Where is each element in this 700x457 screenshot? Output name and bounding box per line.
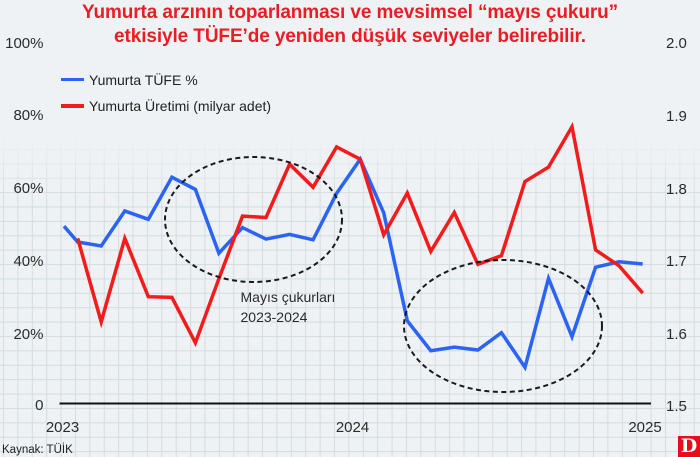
may-dip-2024-ellipse (403, 259, 603, 393)
production-line (76, 121, 645, 348)
legend-swatch-red (61, 104, 84, 108)
legend-label-tufe: Yumurta TÜFE % (89, 71, 198, 88)
chart-title-line-2: etkisiyle TÜFE’de yeniden düşük seviyele… (114, 26, 586, 47)
left-axis-tick-80: 80% (13, 107, 44, 124)
annotation-line-1: Mayıs çukurları (240, 289, 336, 305)
legend-item-tufe: Yumurta TÜFE % (61, 71, 198, 89)
left-axis-tick-0: 0 (35, 397, 44, 414)
x-axis-tick-2024: 2024 (335, 419, 370, 436)
tufe-line (62, 155, 643, 372)
brand-logo-d: D (678, 436, 700, 457)
annotation-line-2: 2023-2024 (240, 308, 308, 325)
chart-title-line-1: Yumurta arzının toparlanması ve mevsimse… (81, 2, 619, 23)
may-dip-2023-ellipse (164, 156, 343, 283)
legend-swatch-blue (61, 77, 84, 82)
left-axis-tick-60: 60% (13, 180, 44, 197)
right-axis-tick-1-8: 1.8 (666, 180, 687, 198)
right-axis-tick-1-7: 1.7 (666, 253, 687, 270)
right-axis-tick-1-6: 1.6 (666, 325, 687, 343)
left-axis-tick-20: 20% (13, 325, 44, 343)
right-axis-tick-1-9: 1.9 (666, 108, 687, 125)
chart-title: Yumurta arzının toparlanması ve mevsimse… (0, 1, 700, 49)
right-axis-tick-1-5: 1.5 (666, 397, 687, 415)
legend-item-production: Yumurta Üretimi (milyar adet) (61, 97, 271, 115)
legend-label-production: Yumurta Üretimi (milyar adet) (89, 98, 272, 114)
source-note: Kaynak: TÜİK (2, 444, 73, 456)
x-axis-tick-2025: 2025 (628, 419, 662, 436)
may-dips-annotation: Mayıs çukurları 2023-2024 (241, 288, 336, 327)
left-axis-tick-40: 40% (13, 253, 44, 270)
x-axis-tick-2023: 2023 (45, 419, 80, 436)
left-axis-tick-100: 100% (5, 35, 44, 52)
right-axis-tick-2-0: 2.0 (666, 34, 687, 52)
